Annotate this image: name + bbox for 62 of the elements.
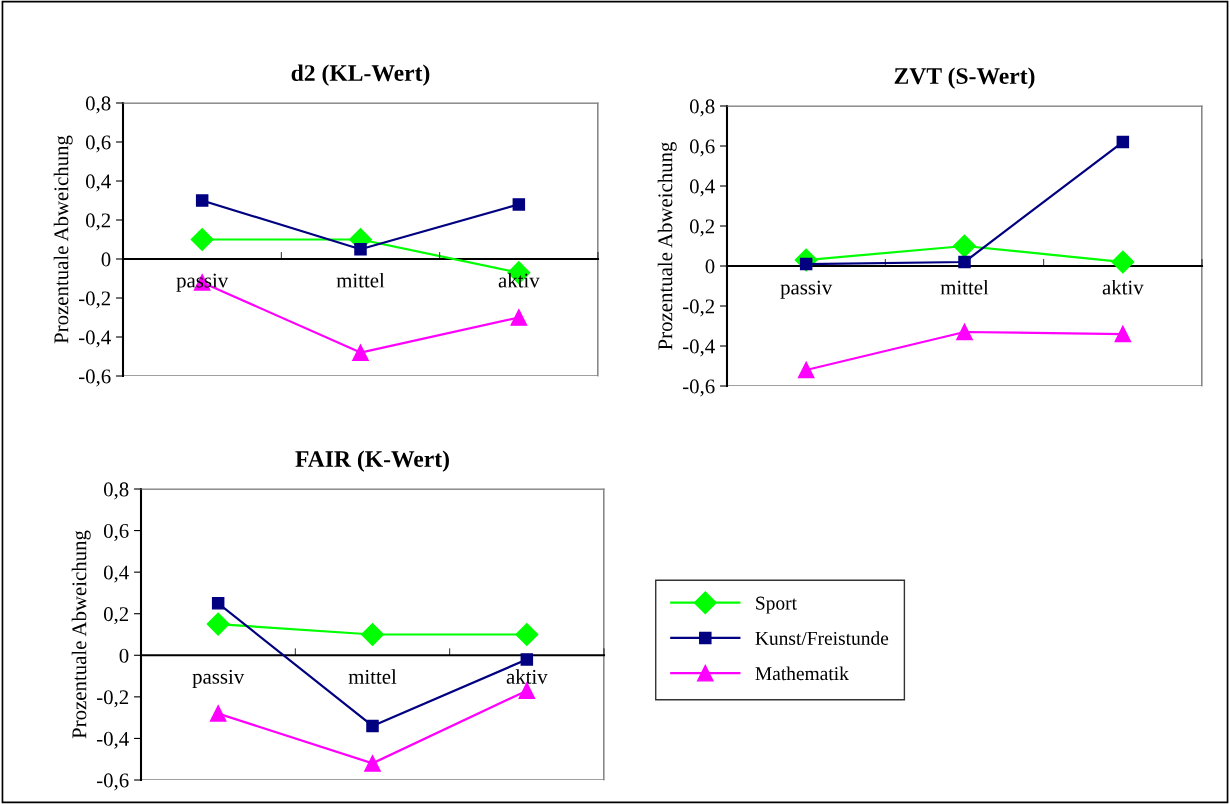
x-tick-label: aktiv [498, 272, 540, 288]
point [797, 361, 815, 379]
y-tick-label: 0,2 [689, 219, 715, 237]
point [520, 653, 534, 666]
point [211, 597, 225, 610]
y-axis-title: Prozentuale Abweichung [71, 530, 91, 739]
point [352, 344, 369, 361]
point [515, 623, 539, 646]
legend-label: Kunst/Freistunde [755, 631, 889, 645]
y-tick-label: 0,4 [103, 565, 129, 583]
x-tick-label: mittel [336, 272, 385, 288]
point [956, 323, 973, 341]
x-tick-label: aktiv [506, 669, 548, 684]
point [512, 198, 526, 211]
y-tick-label: 0,6 [85, 135, 111, 153]
y-tick-label: -0,4 [78, 330, 111, 348]
y-tick-label: -0,6 [96, 773, 129, 791]
y-tick-label: -0,4 [96, 731, 129, 749]
y-tick-label: -0,2 [682, 299, 715, 317]
point [190, 228, 214, 251]
y-tick-label: 0,6 [103, 523, 129, 541]
point [1114, 325, 1132, 343]
y-tick-label: 0,4 [85, 174, 111, 192]
legend-label: Sport [756, 596, 797, 614]
point [195, 194, 209, 207]
y-tick-label: -0,2 [78, 291, 111, 309]
y-tick-label: 0 [705, 259, 715, 274]
point [206, 612, 230, 636]
point [953, 234, 976, 258]
x-tick-label: mittel [940, 279, 989, 295]
y-tick-label: -0,6 [78, 369, 111, 387]
y-tick-label: 0,6 [689, 139, 715, 157]
point [209, 705, 227, 722]
y-tick-label: 0,8 [103, 482, 129, 500]
y-tick-label: -0,4 [682, 339, 715, 357]
x-tick-label: mittel [348, 669, 397, 684]
y-tick-label: 0 [101, 252, 111, 267]
point [366, 719, 379, 733]
point [958, 255, 971, 269]
y-tick-label: 0,2 [103, 607, 129, 625]
y-axis-title: Prozentuale Abweichung [657, 141, 677, 350]
y-tick-label: -0,2 [96, 690, 129, 708]
x-tick-label: aktiv [1102, 279, 1144, 295]
chart-title: ZVT (S-Wert) [894, 67, 1035, 89]
point [1116, 135, 1130, 149]
y-tick-label: -0,6 [682, 379, 715, 397]
y-axis-title: Prozentuale Abweichung [53, 135, 73, 344]
y-tick-label: 0,4 [689, 179, 715, 197]
y-tick-label: 0,8 [689, 99, 715, 117]
point [361, 623, 384, 646]
y-tick-label: 0 [119, 648, 129, 663]
point [510, 309, 528, 326]
x-tick-label: passiv [192, 669, 245, 689]
x-tick-label: passiv [780, 280, 833, 299]
legend-label: Mathematik [755, 666, 849, 681]
chart-title: FAIR (K-Wert) [295, 450, 449, 472]
point [364, 755, 381, 772]
y-tick-label: 0,8 [85, 96, 111, 114]
point [1111, 250, 1135, 274]
point [354, 242, 367, 256]
chart-title: d2 (KL-Wert) [291, 64, 430, 86]
y-tick-label: 0,2 [85, 213, 111, 231]
